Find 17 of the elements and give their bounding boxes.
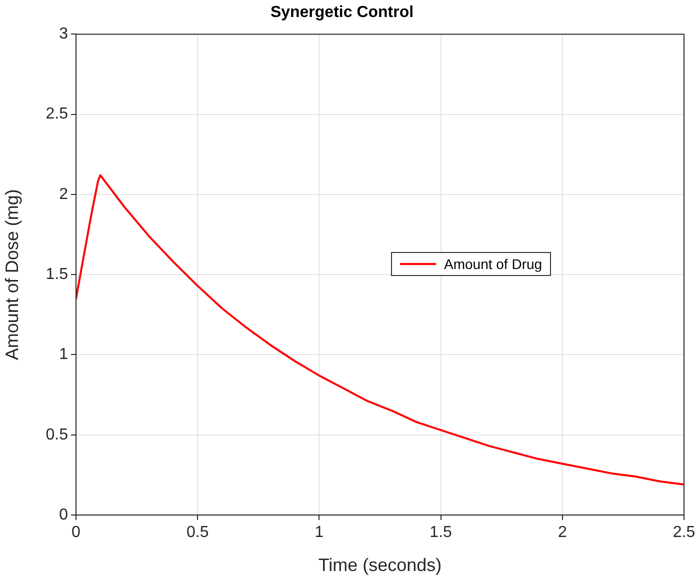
y-tick-label: 2.5 (46, 106, 68, 123)
x-tick-label: 2.5 (672, 524, 696, 542)
y-tick-label: 0.5 (46, 426, 68, 444)
x-tick-label: 2 (558, 524, 567, 542)
x-axis-title: Time (seconds) (318, 555, 442, 576)
y-tick-label: 1 (59, 346, 68, 364)
y-tick-label: 0 (59, 506, 68, 524)
chart-title: Synergetic Control (270, 4, 414, 22)
y-tick-label: 3 (59, 26, 68, 43)
legend-label: Amount of Drug (444, 256, 542, 272)
y-axis-title: Amount of Dose (mg) (2, 189, 22, 360)
x-tick-label: 0.5 (186, 524, 209, 542)
x-tick-label: 1 (314, 524, 324, 542)
y-tick-label: 1.5 (46, 266, 68, 284)
x-tick-label: 0 (72, 524, 81, 542)
x-tick-label: 1.5 (430, 524, 452, 542)
y-tick-label: 2 (59, 186, 68, 203)
